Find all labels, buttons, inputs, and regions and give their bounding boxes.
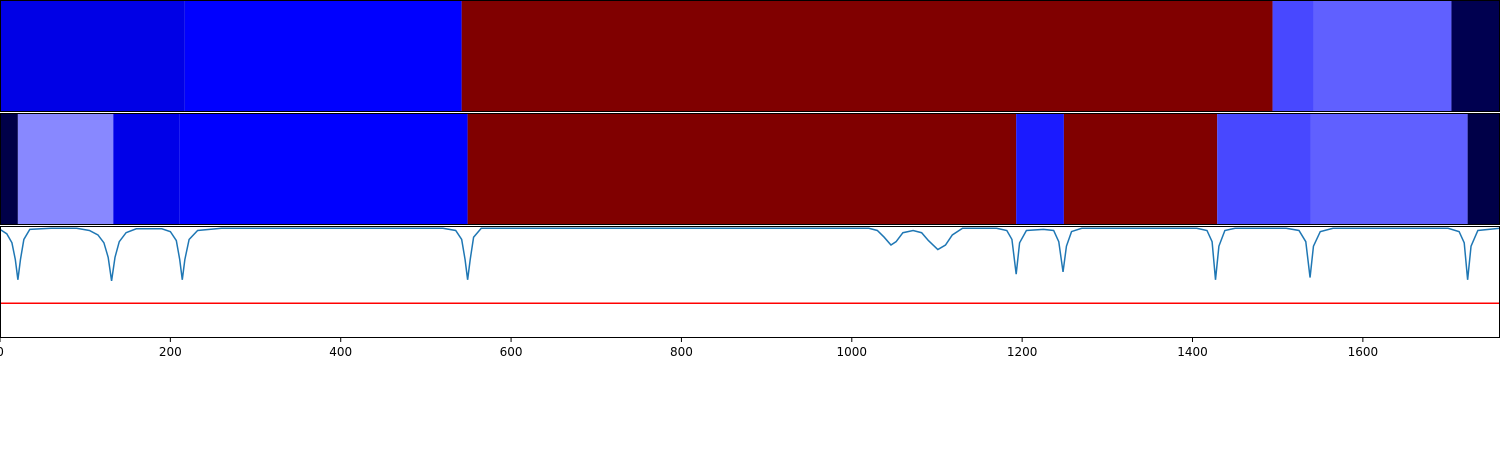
- x-tick-label: 0: [0, 345, 4, 359]
- segment: [17, 113, 114, 225]
- segment: [184, 0, 462, 112]
- segment: [1063, 113, 1218, 225]
- segment: [461, 0, 1273, 112]
- segment: [1313, 0, 1452, 112]
- segment: [179, 113, 468, 225]
- segment: [1467, 113, 1500, 225]
- segment: [0, 0, 185, 112]
- segment: [113, 113, 180, 225]
- x-tick-label: 400: [329, 345, 352, 359]
- segment: [1217, 113, 1311, 225]
- x-tick-label: 1400: [1177, 345, 1208, 359]
- x-tick-label: 600: [500, 345, 523, 359]
- x-tick-label: 1000: [837, 345, 868, 359]
- segment: [0, 113, 18, 225]
- segment: [1016, 113, 1064, 225]
- x-tick-label: 1600: [1348, 345, 1379, 359]
- segment: [1451, 0, 1500, 112]
- x-tick-label: 800: [670, 345, 693, 359]
- x-tick-label: 200: [159, 345, 182, 359]
- panel-frame: [0, 226, 1500, 338]
- x-tick-label: 1200: [1007, 345, 1038, 359]
- data-line: [0, 227, 1500, 281]
- segment: [1272, 0, 1314, 112]
- segment: [1310, 113, 1468, 225]
- segment: [467, 113, 1017, 225]
